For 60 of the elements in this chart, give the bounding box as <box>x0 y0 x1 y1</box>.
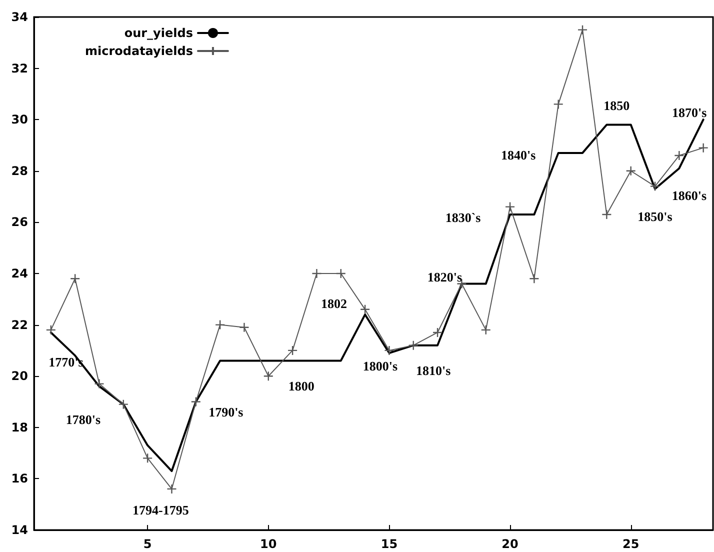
point <box>529 274 540 284</box>
y-tick-label: 18 <box>11 420 28 434</box>
annotation: 1860's <box>672 188 707 203</box>
point <box>577 24 588 35</box>
point <box>312 268 322 279</box>
point <box>214 320 226 330</box>
annotation: 1790's <box>208 404 244 420</box>
x-tick-label: 25 <box>622 537 640 551</box>
y-tick-label: 30 <box>11 112 28 127</box>
point <box>698 142 708 153</box>
y-tick-label: 26 <box>11 215 28 230</box>
point <box>384 345 394 356</box>
point <box>263 371 274 382</box>
point <box>626 166 636 176</box>
y-tick-label: 22 <box>11 318 28 332</box>
annotation: 1850 <box>604 98 630 114</box>
x-tick-label: 15 <box>380 537 398 551</box>
point <box>118 399 129 410</box>
y-tick-label: 20 <box>11 369 28 384</box>
point <box>336 268 346 279</box>
annotation: 1794-1795 <box>132 502 190 518</box>
annotation: 1830`s <box>445 210 481 226</box>
point <box>142 453 153 464</box>
point <box>190 396 201 407</box>
annotation: 1810's <box>416 362 451 378</box>
point <box>553 99 564 110</box>
line-series <box>50 118 704 472</box>
annotation: 1870's <box>672 105 707 120</box>
point <box>287 345 298 356</box>
annotation: 1850's <box>638 208 672 224</box>
annotation: 1780's <box>66 412 101 427</box>
point <box>166 484 177 494</box>
x-tick-label: 5 <box>143 537 152 551</box>
annotation: 1800 <box>288 378 314 394</box>
point <box>70 274 80 284</box>
point <box>480 324 491 336</box>
x-tick-label: 10 <box>260 537 277 551</box>
legend-label: microdatayields <box>84 44 193 58</box>
point <box>674 150 684 161</box>
point <box>432 327 443 338</box>
point <box>239 322 250 332</box>
point <box>650 181 660 192</box>
legend-label: our_yields <box>124 26 193 40</box>
annotation: 1800's <box>362 358 398 374</box>
annotation: 1840's <box>501 147 536 162</box>
annotation: 1802 <box>321 296 348 311</box>
x-tick-label: 20 <box>502 537 518 551</box>
point <box>602 209 612 220</box>
y-tick-label: 28 <box>11 164 28 178</box>
y-tick-label: 14 <box>11 523 28 537</box>
point <box>408 340 418 350</box>
point <box>94 378 104 389</box>
point <box>360 304 370 315</box>
y-tick-label: 16 <box>11 472 28 486</box>
point <box>504 202 516 212</box>
y-tick-label: 24 <box>11 266 28 280</box>
point <box>46 324 56 336</box>
y-tick-label: 32 <box>11 61 28 76</box>
annotation: 1820's <box>427 269 462 284</box>
y-tick-label: 34 <box>11 10 28 24</box>
